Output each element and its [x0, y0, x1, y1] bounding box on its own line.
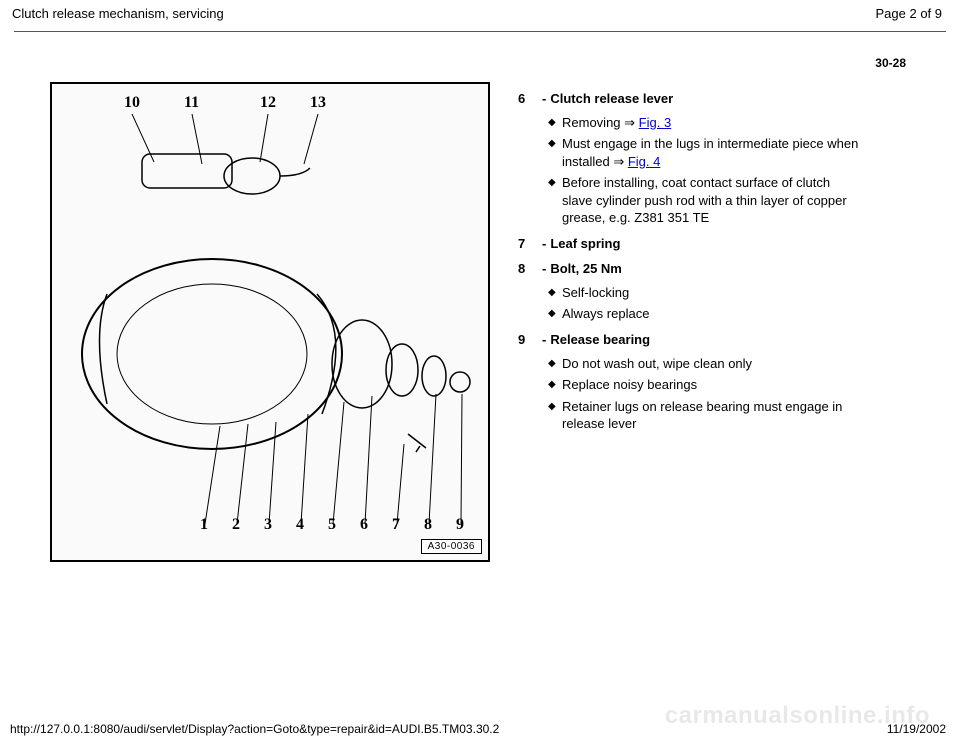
item-9-sub-2: ◆ Retainer lugs on release bearing must … [548, 398, 942, 433]
item-9-sub-0: ◆ Do not wash out, wipe clean only [548, 355, 942, 373]
item-8-title: Bolt, 25 Nm [550, 260, 622, 278]
item-7-head: 7 - Leaf spring [518, 235, 942, 253]
page-reference: 30-28 [0, 32, 960, 76]
dash: - [542, 331, 550, 349]
item-9-sub-1-text: Replace noisy bearings [562, 376, 862, 394]
arrow-icon: ⇒ [624, 115, 635, 130]
page-footer: http://127.0.0.1:8080/audi/servlet/Displ… [10, 722, 946, 736]
item-6-sub-1: ◆ Must engage in the lugs in intermediat… [548, 135, 942, 170]
bullet-icon: ◆ [548, 174, 562, 227]
diagram-svg [52, 84, 492, 564]
item-6-head: 6 - Clutch release lever [518, 90, 942, 108]
footer-url: http://127.0.0.1:8080/audi/servlet/Displ… [10, 722, 499, 736]
item-6-title: Clutch release lever [550, 90, 673, 108]
bullet-icon: ◆ [548, 355, 562, 373]
item-8-sub-0-text: Self-locking [562, 284, 862, 302]
bullet-icon: ◆ [548, 284, 562, 302]
item-9-num: 9 [518, 331, 542, 349]
item-8-head: 8 - Bolt, 25 Nm [518, 260, 942, 278]
item-8-sub-1: ◆ Always replace [548, 305, 942, 323]
text: Removing [562, 115, 624, 130]
link-fig-4[interactable]: Fig. 4 [628, 154, 661, 169]
dash: - [542, 260, 550, 278]
item-9-sub-1: ◆ Replace noisy bearings [548, 376, 942, 394]
item-6-sub-0-text: Removing ⇒ Fig. 3 [562, 114, 862, 132]
bullet-icon: ◆ [548, 305, 562, 323]
exploded-diagram: 10 11 12 13 1 2 3 4 5 6 7 8 9 [50, 82, 490, 562]
bullet-icon: ◆ [548, 376, 562, 394]
item-8-sub-0: ◆ Self-locking [548, 284, 942, 302]
text: Must engage in the lugs in intermediate … [562, 136, 858, 169]
doc-title: Clutch release mechanism, servicing [12, 6, 224, 21]
link-fig-3[interactable]: Fig. 3 [639, 115, 672, 130]
bullet-icon: ◆ [548, 398, 562, 433]
item-9-sub-2-text: Retainer lugs on release bearing must en… [562, 398, 862, 433]
bullet-icon: ◆ [548, 135, 562, 170]
item-7-num: 7 [518, 235, 542, 253]
item-7-title: Leaf spring [550, 235, 620, 253]
figure-id: A30-0036 [421, 539, 482, 554]
bullet-icon: ◆ [548, 114, 562, 132]
item-8-num: 8 [518, 260, 542, 278]
content-row: 10 11 12 13 1 2 3 4 5 6 7 8 9 [0, 76, 960, 562]
dash: - [542, 90, 550, 108]
item-6-num: 6 [518, 90, 542, 108]
item-9-title: Release bearing [550, 331, 650, 349]
footer-date: 11/19/2002 [887, 722, 946, 736]
item-9-sub-0-text: Do not wash out, wipe clean only [562, 355, 862, 373]
item-6-sub-1-text: Must engage in the lugs in intermediate … [562, 135, 862, 170]
item-6-sub-2-text: Before installing, coat contact surface … [562, 174, 862, 227]
item-9-head: 9 - Release bearing [518, 331, 942, 349]
item-6-sub-0: ◆ Removing ⇒ Fig. 3 [548, 114, 942, 132]
arrow-icon: ⇒ [613, 154, 624, 169]
dash: - [542, 235, 550, 253]
page-header: Clutch release mechanism, servicing Page… [0, 0, 960, 25]
text-column: 6 - Clutch release lever ◆ Removing ⇒ Fi… [490, 82, 942, 562]
item-8-sub-1-text: Always replace [562, 305, 862, 323]
item-6-sub-2: ◆ Before installing, coat contact surfac… [548, 174, 942, 227]
page-indicator: Page 2 of 9 [876, 6, 943, 21]
